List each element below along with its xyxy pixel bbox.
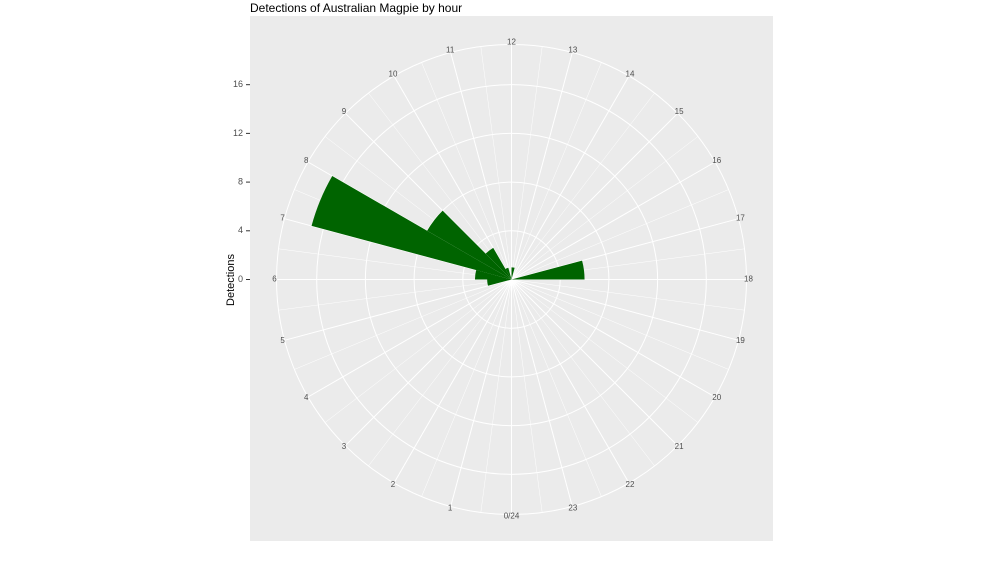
spoke — [511, 52, 573, 280]
spoke — [511, 279, 679, 447]
y-tick-label: 16 — [233, 79, 243, 89]
spoke — [511, 161, 716, 280]
x-tick-label: 8 — [304, 156, 309, 165]
x-tick-label: 23 — [568, 504, 577, 513]
x-tick-label: 10 — [389, 69, 398, 78]
bar — [487, 279, 512, 286]
spoke — [511, 279, 716, 398]
x-tick-label: 20 — [712, 393, 721, 402]
bar — [474, 270, 512, 280]
spoke — [393, 279, 512, 484]
bar — [511, 260, 585, 280]
spoke — [450, 52, 512, 280]
spoke — [511, 279, 573, 507]
minor-spoke — [511, 92, 655, 280]
x-tick-label: 15 — [675, 107, 684, 116]
minor-spoke — [480, 279, 512, 513]
spoke — [511, 279, 630, 484]
minor-spoke — [511, 136, 699, 280]
bar — [311, 176, 512, 280]
minor-spoke — [511, 279, 745, 311]
y-axis-title: Detections — [225, 254, 237, 306]
minor-spoke — [278, 279, 512, 311]
x-tick-label: 13 — [568, 46, 577, 55]
x-tick-label: 6 — [272, 275, 277, 284]
minor-spoke — [368, 92, 512, 280]
bar — [505, 267, 512, 280]
minor-spoke — [511, 279, 543, 513]
x-tick-label: 19 — [736, 336, 745, 345]
minor-spoke — [294, 279, 512, 370]
spoke — [284, 279, 512, 341]
x-tick-label: 3 — [342, 442, 347, 451]
spoke — [344, 279, 512, 447]
x-tick-label: 14 — [626, 69, 635, 78]
x-tick-label: 5 — [280, 336, 285, 345]
spoke — [450, 279, 512, 507]
spoke — [511, 218, 739, 280]
minor-spoke — [511, 62, 602, 280]
minor-spoke — [511, 46, 543, 280]
x-tick-label: 4 — [304, 393, 309, 402]
spoke — [307, 279, 512, 398]
spoke — [511, 75, 630, 280]
y-tick-label: 4 — [238, 225, 243, 235]
x-tick-label: 1 — [448, 504, 453, 513]
minor-spoke — [421, 62, 512, 280]
x-tick-label: 21 — [675, 442, 684, 451]
minor-spoke — [278, 248, 512, 280]
x-tick-label: 2 — [391, 480, 396, 489]
spoke — [393, 75, 512, 280]
minor-spoke — [511, 279, 602, 497]
x-tick-label: 17 — [736, 213, 745, 222]
y-tick-label: 12 — [233, 128, 243, 138]
minor-spoke — [324, 279, 512, 423]
bar — [511, 267, 515, 280]
y-tick-label: 0 — [238, 274, 243, 284]
minor-spoke — [421, 279, 512, 497]
x-tick-label: 16 — [712, 156, 721, 165]
x-tick-label: 18 — [744, 275, 753, 284]
minor-spoke — [511, 279, 699, 423]
x-tick-label: 22 — [626, 480, 635, 489]
spoke — [511, 112, 679, 280]
y-tick-label: 8 — [238, 176, 243, 186]
spoke — [344, 112, 512, 280]
minor-spoke — [480, 46, 512, 280]
x-tick-label: 12 — [507, 38, 516, 47]
bar — [485, 247, 512, 280]
spoke — [511, 279, 739, 341]
minor-spoke — [511, 189, 729, 280]
x-tick-label: 7 — [280, 213, 285, 222]
x-tick-label: 0/24 — [504, 512, 520, 521]
bar — [427, 210, 512, 280]
x-tick-label: 11 — [446, 46, 455, 55]
minor-spoke — [511, 279, 729, 370]
x-tick-label: 9 — [342, 107, 347, 116]
minor-spoke — [511, 279, 655, 467]
chart-title: Detections of Australian Magpie by hour — [250, 1, 462, 15]
minor-spoke — [368, 279, 512, 467]
